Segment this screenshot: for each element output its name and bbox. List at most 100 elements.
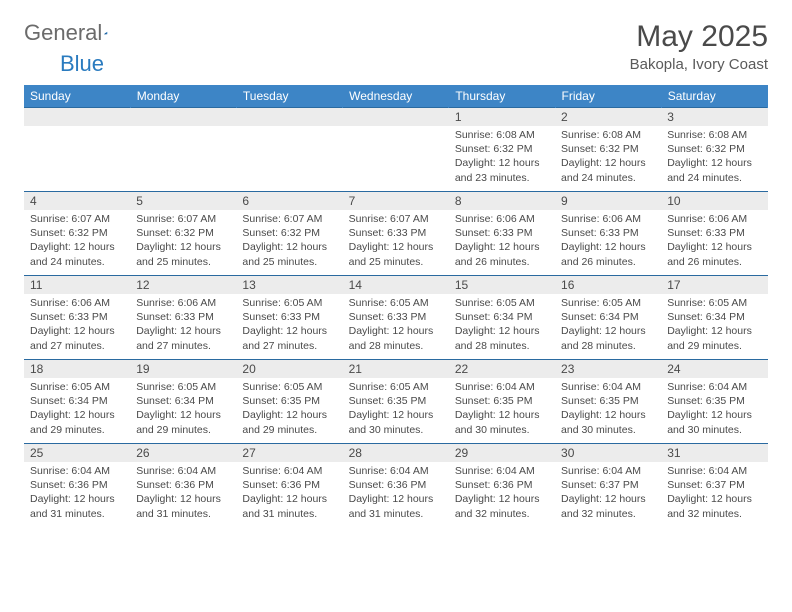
sunrise-text: Sunrise: 6:07 AM (136, 212, 230, 226)
calendar-table: Sunday Monday Tuesday Wednesday Thursday… (24, 85, 768, 528)
sunrise-text: Sunrise: 6:04 AM (667, 464, 761, 478)
sunrise-text: Sunrise: 6:05 AM (30, 380, 124, 394)
day-details: Sunrise: 6:08 AMSunset: 6:32 PMDaylight:… (661, 126, 767, 189)
daylight-text: Daylight: 12 hours and 31 minutes. (136, 492, 230, 520)
calendar-week-row: 11Sunrise: 6:06 AMSunset: 6:33 PMDayligh… (24, 276, 768, 360)
calendar-day-cell: 10Sunrise: 6:06 AMSunset: 6:33 PMDayligh… (661, 192, 767, 276)
sunset-text: Sunset: 6:32 PM (30, 226, 124, 240)
sunset-text: Sunset: 6:34 PM (30, 394, 124, 408)
sunset-text: Sunset: 6:36 PM (30, 478, 124, 492)
calendar-week-row: 4Sunrise: 6:07 AMSunset: 6:32 PMDaylight… (24, 192, 768, 276)
sunrise-text: Sunrise: 6:07 AM (30, 212, 124, 226)
day-details: Sunrise: 6:05 AMSunset: 6:35 PMDaylight:… (236, 378, 342, 441)
daylight-text: Daylight: 12 hours and 31 minutes. (30, 492, 124, 520)
day-details: Sunrise: 6:04 AMSunset: 6:35 PMDaylight:… (661, 378, 767, 441)
calendar-day-cell: 24Sunrise: 6:04 AMSunset: 6:35 PMDayligh… (661, 360, 767, 444)
day-details: Sunrise: 6:04 AMSunset: 6:37 PMDaylight:… (661, 462, 767, 525)
day-number: 29 (449, 444, 555, 462)
calendar-week-row: 25Sunrise: 6:04 AMSunset: 6:36 PMDayligh… (24, 444, 768, 528)
calendar-day-cell (24, 108, 130, 192)
sunrise-text: Sunrise: 6:05 AM (242, 380, 336, 394)
day-number: 7 (343, 192, 449, 210)
calendar-day-cell: 30Sunrise: 6:04 AMSunset: 6:37 PMDayligh… (555, 444, 661, 528)
sunrise-text: Sunrise: 6:05 AM (349, 380, 443, 394)
day-details: Sunrise: 6:06 AMSunset: 6:33 PMDaylight:… (555, 210, 661, 273)
daylight-text: Daylight: 12 hours and 27 minutes. (242, 324, 336, 352)
calendar-day-cell: 26Sunrise: 6:04 AMSunset: 6:36 PMDayligh… (130, 444, 236, 528)
daylight-text: Daylight: 12 hours and 24 minutes. (667, 156, 761, 184)
calendar-day-cell: 27Sunrise: 6:04 AMSunset: 6:36 PMDayligh… (236, 444, 342, 528)
day-number: 5 (130, 192, 236, 210)
sunset-text: Sunset: 6:33 PM (136, 310, 230, 324)
sunrise-text: Sunrise: 6:04 AM (30, 464, 124, 478)
calendar-day-cell: 17Sunrise: 6:05 AMSunset: 6:34 PMDayligh… (661, 276, 767, 360)
calendar-day-cell: 15Sunrise: 6:05 AMSunset: 6:34 PMDayligh… (449, 276, 555, 360)
day-number: 17 (661, 276, 767, 294)
day-details: Sunrise: 6:06 AMSunset: 6:33 PMDaylight:… (24, 294, 130, 357)
sunrise-text: Sunrise: 6:06 AM (561, 212, 655, 226)
day-number: 4 (24, 192, 130, 210)
day-number: 19 (130, 360, 236, 378)
calendar-day-cell: 31Sunrise: 6:04 AMSunset: 6:37 PMDayligh… (661, 444, 767, 528)
daylight-text: Daylight: 12 hours and 30 minutes. (561, 408, 655, 436)
sunset-text: Sunset: 6:37 PM (561, 478, 655, 492)
day-number: 10 (661, 192, 767, 210)
location-subtitle: Bakopla, Ivory Coast (630, 56, 768, 73)
day-number: 23 (555, 360, 661, 378)
sunrise-text: Sunrise: 6:06 AM (455, 212, 549, 226)
day-number (236, 108, 342, 126)
daylight-text: Daylight: 12 hours and 32 minutes. (561, 492, 655, 520)
calendar-day-cell: 21Sunrise: 6:05 AMSunset: 6:35 PMDayligh… (343, 360, 449, 444)
sunrise-text: Sunrise: 6:07 AM (349, 212, 443, 226)
day-details: Sunrise: 6:08 AMSunset: 6:32 PMDaylight:… (555, 126, 661, 189)
page-header: General May 2025 Bakopla, Ivory Coast (24, 20, 768, 73)
calendar-day-cell: 22Sunrise: 6:04 AMSunset: 6:35 PMDayligh… (449, 360, 555, 444)
day-number: 18 (24, 360, 130, 378)
calendar-day-cell: 8Sunrise: 6:06 AMSunset: 6:33 PMDaylight… (449, 192, 555, 276)
day-number (343, 108, 449, 126)
day-number: 30 (555, 444, 661, 462)
calendar-page: General May 2025 Bakopla, Ivory Coast Bl… (0, 0, 792, 548)
daylight-text: Daylight: 12 hours and 26 minutes. (455, 240, 549, 268)
day-details: Sunrise: 6:04 AMSunset: 6:36 PMDaylight:… (24, 462, 130, 525)
calendar-day-cell: 5Sunrise: 6:07 AMSunset: 6:32 PMDaylight… (130, 192, 236, 276)
day-number: 2 (555, 108, 661, 126)
title-block: May 2025 Bakopla, Ivory Coast (630, 20, 768, 73)
daylight-text: Daylight: 12 hours and 29 minutes. (136, 408, 230, 436)
sunset-text: Sunset: 6:32 PM (455, 142, 549, 156)
calendar-day-cell: 9Sunrise: 6:06 AMSunset: 6:33 PMDaylight… (555, 192, 661, 276)
calendar-day-cell: 19Sunrise: 6:05 AMSunset: 6:34 PMDayligh… (130, 360, 236, 444)
day-number: 14 (343, 276, 449, 294)
sunrise-text: Sunrise: 6:04 AM (561, 464, 655, 478)
day-details: Sunrise: 6:05 AMSunset: 6:34 PMDaylight:… (449, 294, 555, 357)
calendar-day-cell: 28Sunrise: 6:04 AMSunset: 6:36 PMDayligh… (343, 444, 449, 528)
day-number: 26 (130, 444, 236, 462)
day-number: 20 (236, 360, 342, 378)
sunset-text: Sunset: 6:34 PM (455, 310, 549, 324)
sunrise-text: Sunrise: 6:08 AM (667, 128, 761, 142)
sunset-text: Sunset: 6:32 PM (561, 142, 655, 156)
sunset-text: Sunset: 6:37 PM (667, 478, 761, 492)
sunset-text: Sunset: 6:34 PM (561, 310, 655, 324)
calendar-day-cell: 1Sunrise: 6:08 AMSunset: 6:32 PMDaylight… (449, 108, 555, 192)
daylight-text: Daylight: 12 hours and 27 minutes. (30, 324, 124, 352)
calendar-day-cell: 7Sunrise: 6:07 AMSunset: 6:33 PMDaylight… (343, 192, 449, 276)
day-details: Sunrise: 6:07 AMSunset: 6:32 PMDaylight:… (24, 210, 130, 273)
day-details: Sunrise: 6:04 AMSunset: 6:36 PMDaylight:… (130, 462, 236, 525)
sunset-text: Sunset: 6:34 PM (667, 310, 761, 324)
weekday-header: Tuesday (236, 85, 342, 108)
day-details: Sunrise: 6:05 AMSunset: 6:34 PMDaylight:… (130, 378, 236, 441)
sunrise-text: Sunrise: 6:04 AM (136, 464, 230, 478)
day-details: Sunrise: 6:07 AMSunset: 6:32 PMDaylight:… (130, 210, 236, 273)
daylight-text: Daylight: 12 hours and 25 minutes. (136, 240, 230, 268)
day-details: Sunrise: 6:06 AMSunset: 6:33 PMDaylight:… (449, 210, 555, 273)
sunrise-text: Sunrise: 6:04 AM (455, 380, 549, 394)
day-number: 22 (449, 360, 555, 378)
calendar-day-cell: 25Sunrise: 6:04 AMSunset: 6:36 PMDayligh… (24, 444, 130, 528)
day-details: Sunrise: 6:04 AMSunset: 6:35 PMDaylight:… (555, 378, 661, 441)
weekday-header: Wednesday (343, 85, 449, 108)
daylight-text: Daylight: 12 hours and 30 minutes. (455, 408, 549, 436)
sunrise-text: Sunrise: 6:05 AM (242, 296, 336, 310)
day-details: Sunrise: 6:04 AMSunset: 6:37 PMDaylight:… (555, 462, 661, 525)
daylight-text: Daylight: 12 hours and 32 minutes. (667, 492, 761, 520)
